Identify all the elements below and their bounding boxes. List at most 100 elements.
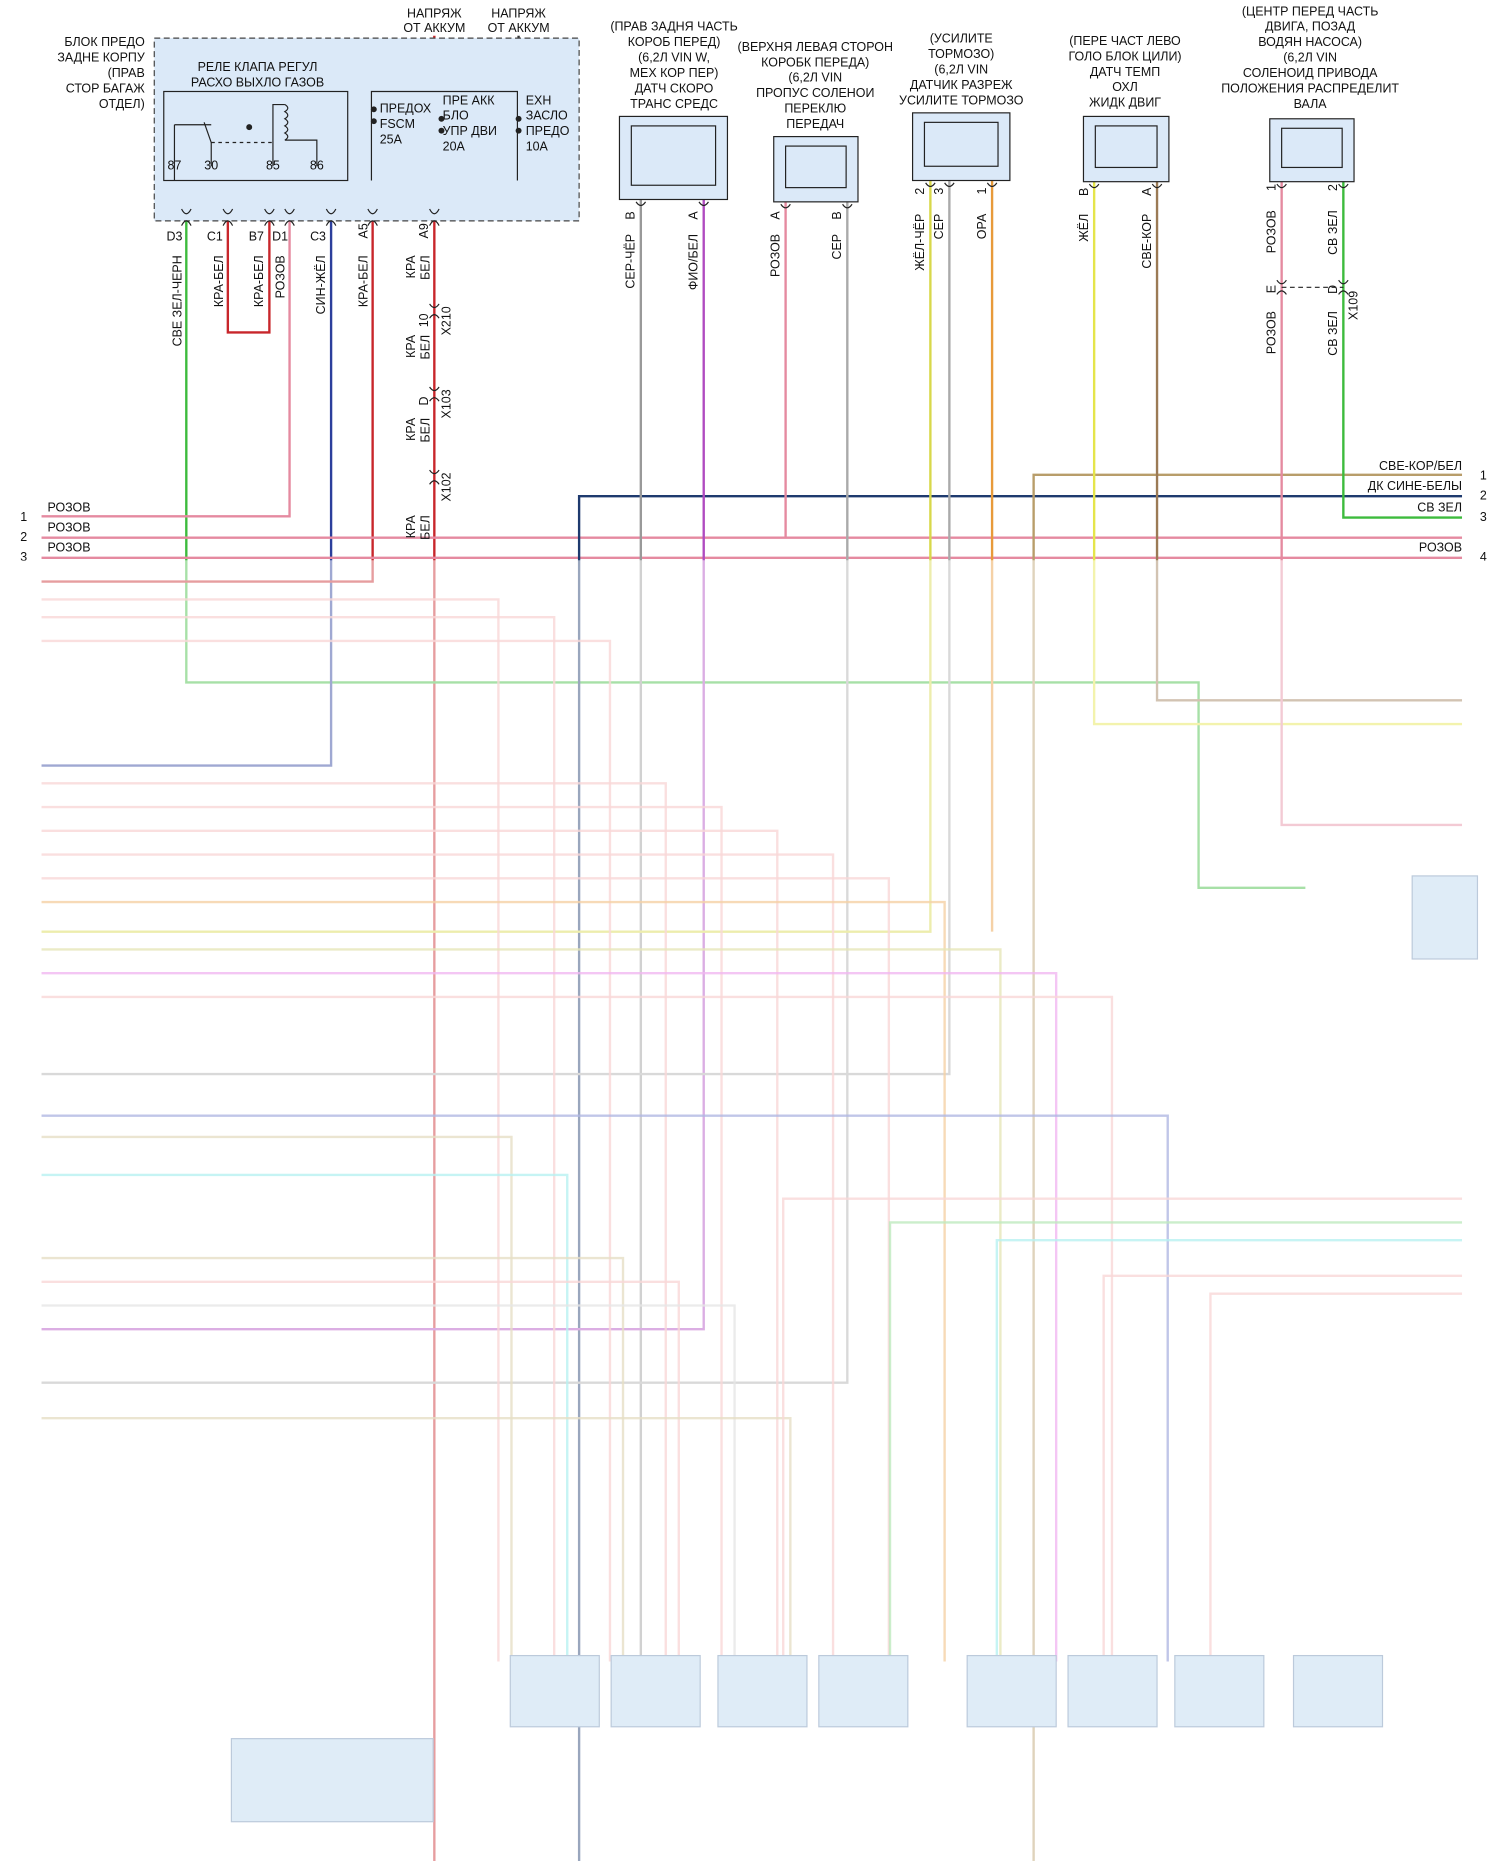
connector (284, 208, 295, 226)
label: ТОРМОЗО) (928, 47, 994, 61)
label: РОЗОВ (47, 521, 90, 535)
label: ТРАНС СРЕДС (630, 97, 718, 111)
pin-label: 3 (1480, 510, 1487, 524)
label: ПОЛОЖЕНИЯ РАСПРЕДЕЛИТ (1221, 81, 1399, 95)
label: FSCM (380, 117, 415, 131)
label: ДК СИНЕ-БЕЛЫ (1368, 479, 1462, 493)
label: ДАТЧИК РАЗРЕЖ (910, 78, 1013, 92)
label: ДАТЧ СКОРО (635, 81, 714, 95)
pin-label: B7 (249, 230, 264, 244)
connector (635, 201, 647, 207)
connector (1276, 183, 1287, 189)
component (1082, 115, 1170, 183)
wire-label: БЕЛ (418, 335, 432, 360)
label: ПРЕДОХ (380, 102, 432, 116)
pin-label: A (768, 211, 782, 220)
wire-label: СЕР (932, 214, 946, 240)
wire-label: ФИО/БЕЛ (687, 234, 701, 290)
wire-label: КРА-БЕЛ (357, 255, 371, 307)
pin-label: D (1326, 285, 1340, 294)
pin-label: A5 (357, 223, 371, 238)
label: НАПРЯЖ (491, 7, 546, 21)
label: (ПЕРЕ ЧАСТ ЛЕВО (1069, 34, 1181, 48)
wire-label: ОРА (975, 213, 989, 239)
connector (325, 208, 337, 226)
pin-label: B (830, 211, 844, 219)
label: (УСИЛИТЕ (930, 32, 993, 46)
label: УСИЛИТЕ ТОРМОЗО (899, 93, 1024, 107)
label: 25A (380, 132, 403, 146)
pin-label: 2 (913, 188, 927, 195)
label: СОЛЕНОИД ПРИВОДА (1243, 66, 1378, 80)
wire-label: ЖЁЛ-ЧЁР (913, 214, 927, 271)
pin-label: 2 (1326, 184, 1340, 191)
pin-label: 2 (1480, 488, 1487, 502)
label: ДАТЧ ТЕМП (1090, 65, 1160, 79)
wire-label: КРА (404, 255, 418, 279)
component (911, 112, 1011, 182)
relay (163, 90, 349, 182)
blurred-region (0, 560, 1500, 1861)
component (1269, 118, 1355, 183)
label: ПРЕДО (526, 124, 570, 138)
wire-label: БЕЛ (418, 515, 432, 540)
label: РОЗОВ (47, 500, 90, 514)
label: ЗАДНЕ КОРПУ (57, 51, 144, 65)
connector (986, 182, 998, 188)
pin-label: D1 (272, 230, 288, 244)
pin-label: C1 (207, 230, 223, 244)
label: КОРОБ ПЕРЕД) (628, 35, 721, 49)
pin-label: 10 (417, 313, 431, 327)
label: СВ ЗЕЛ (1417, 500, 1462, 514)
wire-label: СВЕ-КОР (1140, 214, 1154, 269)
label: СВЕ-КОР/БЕЛ (1379, 459, 1462, 473)
pin-label: 1 (975, 188, 989, 195)
pin-label: 1 (1264, 184, 1278, 191)
wire-label: СВ ЗЕЛ (1326, 311, 1340, 356)
wire (41, 220, 291, 518)
label: ОТДЕЛ) (99, 97, 145, 111)
pin-label: 1 (1480, 468, 1487, 482)
connector (698, 201, 709, 207)
label: ВОДЯН НАСОСА) (1258, 35, 1362, 49)
pin-label: 3 (20, 550, 27, 564)
label: (ПРАВ ЗАДНЯ ЧАСТЬ (610, 20, 737, 34)
connector (1276, 279, 1287, 295)
pin-label: C3 (310, 230, 326, 244)
connector (925, 182, 936, 188)
label: МЕХ КОР ПЕР) (630, 66, 719, 80)
connector (429, 386, 440, 402)
label: РОЗОВ (1419, 541, 1462, 555)
pin-label: A (1140, 187, 1154, 196)
label: НАПРЯЖ (407, 7, 462, 21)
label: 20A (443, 140, 466, 154)
wire-label: КРА (404, 417, 418, 441)
label: ПРОПУС СОЛЕНОИ (756, 86, 874, 100)
fuse (515, 115, 522, 122)
relay-symbol (173, 103, 318, 181)
pin-label: 3 (932, 188, 946, 195)
label: 86 (310, 159, 324, 173)
wire-label: БЕЛ (418, 255, 432, 280)
wire-label: СИН-ЖЁЛ (314, 255, 328, 314)
label: EXH (526, 93, 552, 107)
pin-label: A (687, 211, 701, 220)
pin-label: D3 (166, 230, 182, 244)
pin-label: D (417, 396, 431, 405)
wire-label: КРА-БЕЛ (252, 255, 266, 307)
label: ОТ АККУМ (488, 21, 550, 35)
connector (944, 182, 955, 188)
wire-label: СЕР (830, 234, 844, 260)
label: РОЗОВ (47, 541, 90, 555)
label: ЗАСЛО (526, 109, 568, 123)
label: (6,2Л VIN (934, 62, 988, 76)
label: ПРЕ АКК (443, 93, 496, 107)
connector (429, 469, 440, 485)
component (618, 115, 729, 201)
label: ЖИДК ДВИГ (1089, 96, 1161, 110)
wire-label: СВЕ ЗЕЛ-ЧЕРН (170, 255, 184, 346)
component-symbol (785, 145, 847, 189)
fuse (438, 115, 445, 122)
wire-label: БЕЛ (418, 418, 432, 443)
